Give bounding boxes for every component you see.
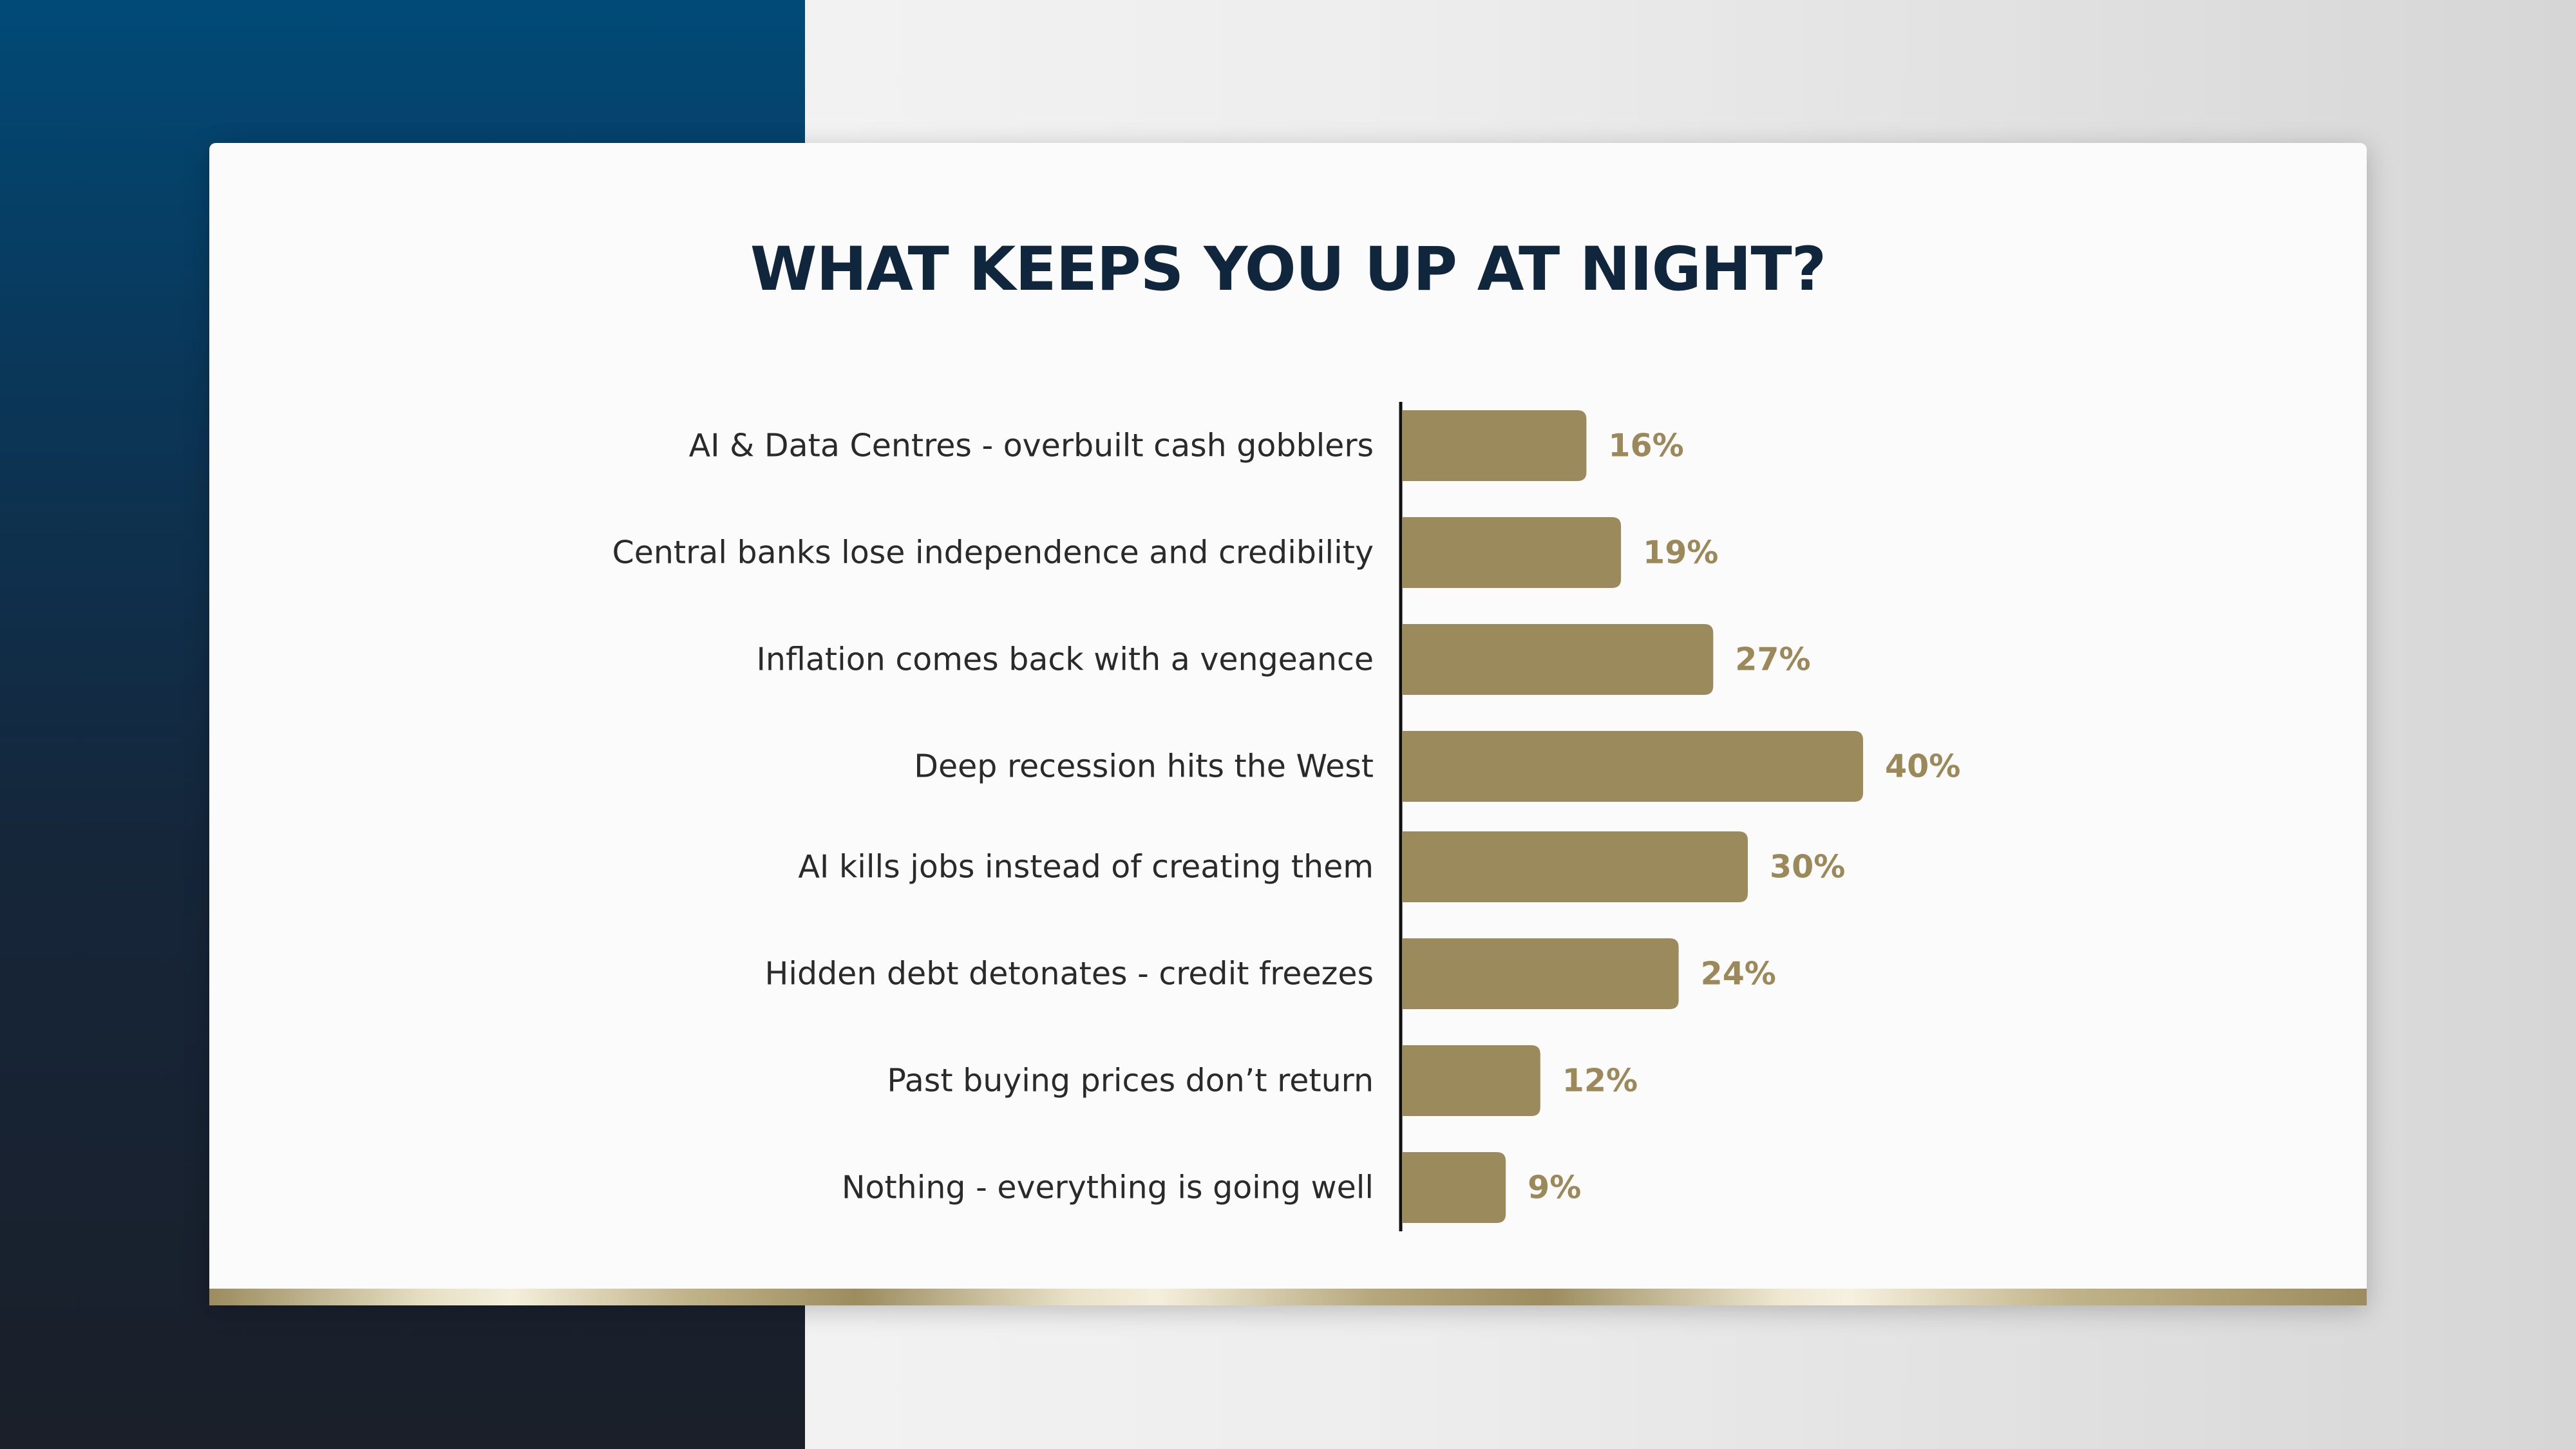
category-label: Central banks lose independence and cred… — [612, 535, 1374, 571]
bar — [1402, 624, 1714, 695]
value-label: 40% — [1885, 748, 1960, 785]
category-label: Hidden debt detonates - credit freezes — [765, 956, 1374, 992]
bar — [1402, 831, 1748, 902]
bar — [1402, 517, 1622, 588]
value-label: 9% — [1528, 1170, 1581, 1206]
bar-chart: AI & Data Centres - overbuilt cash gobbl… — [612, 402, 1960, 1231]
bar — [1402, 1045, 1540, 1116]
category-label: AI & Data Centres - overbuilt cash gobbl… — [689, 428, 1374, 464]
bar — [1402, 1152, 1506, 1223]
gold-accent-stripe — [209, 1289, 2367, 1305]
category-label: Past buying prices don’t return — [887, 1063, 1374, 1099]
bar — [1402, 410, 1587, 481]
chart-title: WHAT KEEPS YOU UP AT NIGHT? — [750, 234, 1826, 305]
value-label: 27% — [1735, 641, 1810, 678]
category-label: Deep recession hits the West — [914, 748, 1374, 785]
value-label: 12% — [1562, 1063, 1638, 1099]
bar — [1402, 938, 1679, 1009]
value-label: 24% — [1701, 956, 1776, 992]
chart-card: WHAT KEEPS YOU UP AT NIGHT? AI & Data Ce… — [209, 143, 2367, 1305]
category-label: AI kills jobs instead of creating them — [798, 849, 1374, 886]
value-label: 19% — [1643, 535, 1718, 571]
bar — [1402, 731, 1863, 802]
category-label: Inflation comes back with a vengeance — [756, 641, 1374, 678]
value-label: 16% — [1608, 428, 1683, 464]
value-label: 30% — [1770, 849, 1845, 886]
category-label: Nothing - everything is going well — [842, 1170, 1374, 1206]
